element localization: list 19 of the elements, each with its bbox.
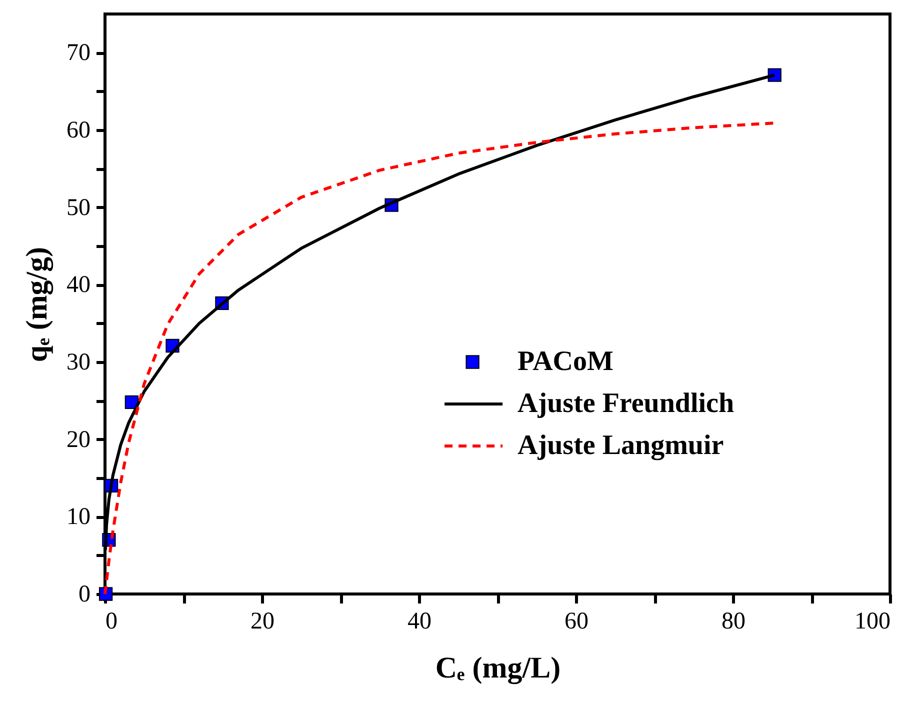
y-tick-label: 70 <box>66 40 90 66</box>
x-tick-label: 0 <box>106 608 118 634</box>
legend-label: PACoM <box>518 346 614 377</box>
x-tick-label: 40 <box>408 608 432 634</box>
x-axis-title: Cₑ (mg/L) <box>435 652 561 684</box>
legend-label: Ajuste Freundlich <box>518 388 734 419</box>
y-tick-label: 60 <box>66 118 90 144</box>
y-tick-label: 50 <box>66 194 90 221</box>
x-tick-label: 20 <box>250 608 274 634</box>
y-tick-label: 20 <box>66 426 90 453</box>
x-tick-label: 80 <box>722 608 746 634</box>
x-tick-label: 100 <box>854 608 890 634</box>
x-tick-label: 60 <box>564 608 588 634</box>
y-axis-title: qₑ (mg/g) <box>20 246 54 362</box>
y-tick-label: 40 <box>66 272 90 298</box>
y-tick-label: 30 <box>66 350 90 376</box>
y-tick-label: 0 <box>78 582 90 608</box>
legend-label: Ajuste Langmuir <box>518 430 724 461</box>
y-tick-label: 10 <box>66 504 90 530</box>
